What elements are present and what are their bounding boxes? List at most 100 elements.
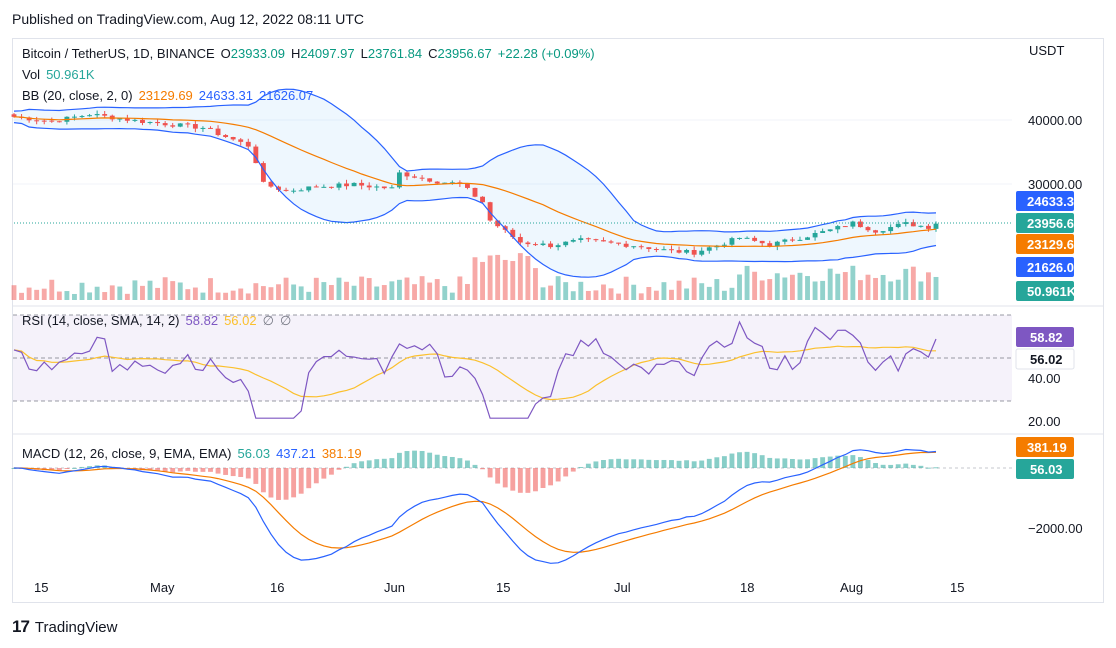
volume-bar	[593, 290, 599, 300]
brand-name: TradingView	[34, 618, 118, 636]
macd-hist-bar	[147, 468, 153, 471]
macd-hist-bar	[419, 450, 425, 468]
volume-bar	[389, 281, 395, 300]
bb-upper-line	[13, 88, 937, 233]
rsi-pane	[13, 314, 1012, 419]
macd-hist-bar	[555, 468, 561, 482]
macd-hist-bar	[812, 458, 818, 468]
macd-hist-bar	[744, 451, 750, 468]
candle-body	[593, 239, 599, 241]
macd-hist-bar	[230, 468, 236, 477]
svg-text:23129.69: 23129.69	[1027, 237, 1081, 252]
macd-hist-bar	[873, 463, 878, 468]
volume-bar	[570, 291, 576, 300]
macd-hist-bar	[684, 460, 690, 468]
candle-body	[472, 187, 478, 197]
candle-body	[910, 222, 916, 227]
macd-hist-bar	[268, 468, 274, 498]
macd-hist-bar	[344, 466, 349, 468]
volume-bar	[313, 277, 319, 300]
candle-body	[744, 237, 750, 239]
volume-bar	[782, 277, 788, 300]
volume-bar	[540, 287, 546, 300]
macd-hist-bar	[245, 468, 251, 479]
candle-body	[230, 137, 236, 140]
volume-bar	[533, 268, 538, 300]
footer-brand[interactable]: 17 TradingView	[12, 617, 117, 637]
date-tick-may: May	[150, 580, 175, 595]
volume-bar	[427, 282, 433, 300]
candle-body	[850, 221, 856, 227]
macd-line	[13, 448, 937, 564]
macd-signal-value: 381.19	[321, 446, 362, 461]
chart-frame[interactable]	[12, 38, 1104, 603]
macd-hist-bar	[170, 468, 176, 473]
volume-bar	[109, 285, 115, 300]
candles	[11, 110, 939, 258]
volume-bar	[412, 284, 417, 300]
volume-bar	[676, 280, 682, 300]
candle-body	[525, 242, 531, 245]
macd-hist-bar	[638, 459, 644, 468]
candle-body	[245, 141, 251, 147]
macd-hist-bar	[366, 460, 372, 468]
candle-body	[533, 244, 538, 246]
volume-bar	[555, 276, 561, 300]
volume-bar	[857, 280, 863, 300]
volume-bar	[140, 285, 145, 300]
candle-body	[465, 183, 470, 188]
tag-bb-basis: 23129.69	[1016, 234, 1081, 254]
volume-bar	[563, 282, 569, 300]
volume-bar	[457, 276, 463, 300]
volume-bar	[419, 276, 425, 300]
candle-body	[306, 186, 312, 191]
candle-body	[563, 241, 569, 246]
candle-body	[812, 232, 818, 238]
macd-hist-bar	[260, 468, 266, 493]
candle-body	[631, 246, 637, 248]
volume-bar	[147, 280, 153, 300]
date-tick-jul18: 18	[740, 580, 754, 595]
volume-bar	[185, 289, 191, 300]
macd-hist-bar	[495, 468, 501, 484]
volume-bar	[480, 261, 485, 300]
volume-bar	[623, 276, 629, 300]
date-tick-jun: Jun	[384, 580, 405, 595]
candle-body	[268, 181, 274, 187]
macd-signal-line	[14, 451, 937, 553]
macd-hist-bar	[192, 468, 198, 472]
volume-bar	[268, 287, 274, 300]
macd-hist-bar	[162, 468, 168, 472]
macd-hist-bar	[442, 456, 448, 468]
candle-body	[260, 163, 266, 182]
volume-bar	[495, 254, 501, 300]
svg-text:50.961K: 50.961K	[1027, 284, 1077, 299]
volume-bar	[578, 281, 584, 300]
macd-tick--2000: −2000.00	[1028, 521, 1083, 536]
candle-body	[170, 125, 176, 127]
volume-bar	[744, 265, 750, 300]
macd-hist-bar	[835, 455, 841, 468]
bollinger-lines	[13, 88, 937, 278]
candle-body	[396, 172, 402, 188]
macd-hist-bar	[827, 456, 833, 468]
volume-bar	[223, 292, 229, 300]
symbol-title: Bitcoin / TetherUS, 1D, BINANCE	[22, 46, 215, 61]
candle-body	[351, 182, 357, 187]
volume-bar	[465, 284, 470, 300]
volume-bar	[155, 287, 161, 300]
volume-bar	[767, 279, 773, 300]
candle-body	[140, 119, 145, 123]
macd-hist-bar	[661, 459, 667, 468]
macd-hist-bar	[298, 468, 304, 494]
candle-body	[774, 241, 780, 247]
volume-bar	[404, 277, 410, 300]
price-tick-30000: 30000.00	[1028, 177, 1082, 192]
macd-hist-bar	[404, 451, 410, 468]
rsi-ma-value: 56.02	[224, 313, 257, 328]
macd-hist-bar	[56, 468, 62, 471]
volume-bar	[691, 277, 697, 300]
macd-hist-bar	[797, 459, 803, 468]
macd-hist-bar	[729, 453, 735, 468]
